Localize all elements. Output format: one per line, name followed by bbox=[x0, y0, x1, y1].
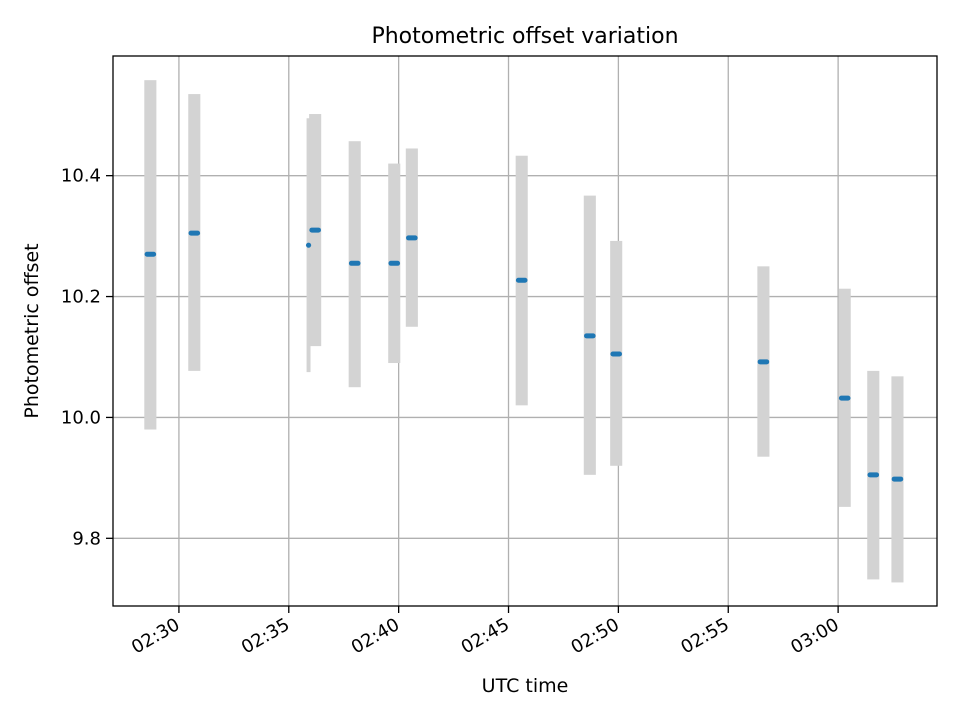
error-bars bbox=[144, 80, 904, 583]
data-points bbox=[144, 227, 904, 482]
y-tick-label: 9.8 bbox=[72, 528, 101, 549]
y-tick-label: 10.4 bbox=[61, 166, 101, 187]
y-tick-label: 10.2 bbox=[61, 287, 101, 308]
y-tick-label: 10.0 bbox=[61, 407, 101, 428]
y-axis-label: Photometric offset bbox=[21, 243, 43, 418]
chart-title: Photometric offset variation bbox=[371, 24, 678, 49]
plot-frame bbox=[112, 55, 938, 607]
x-axis-label: UTC time bbox=[482, 675, 569, 697]
data-point bbox=[305, 242, 312, 248]
